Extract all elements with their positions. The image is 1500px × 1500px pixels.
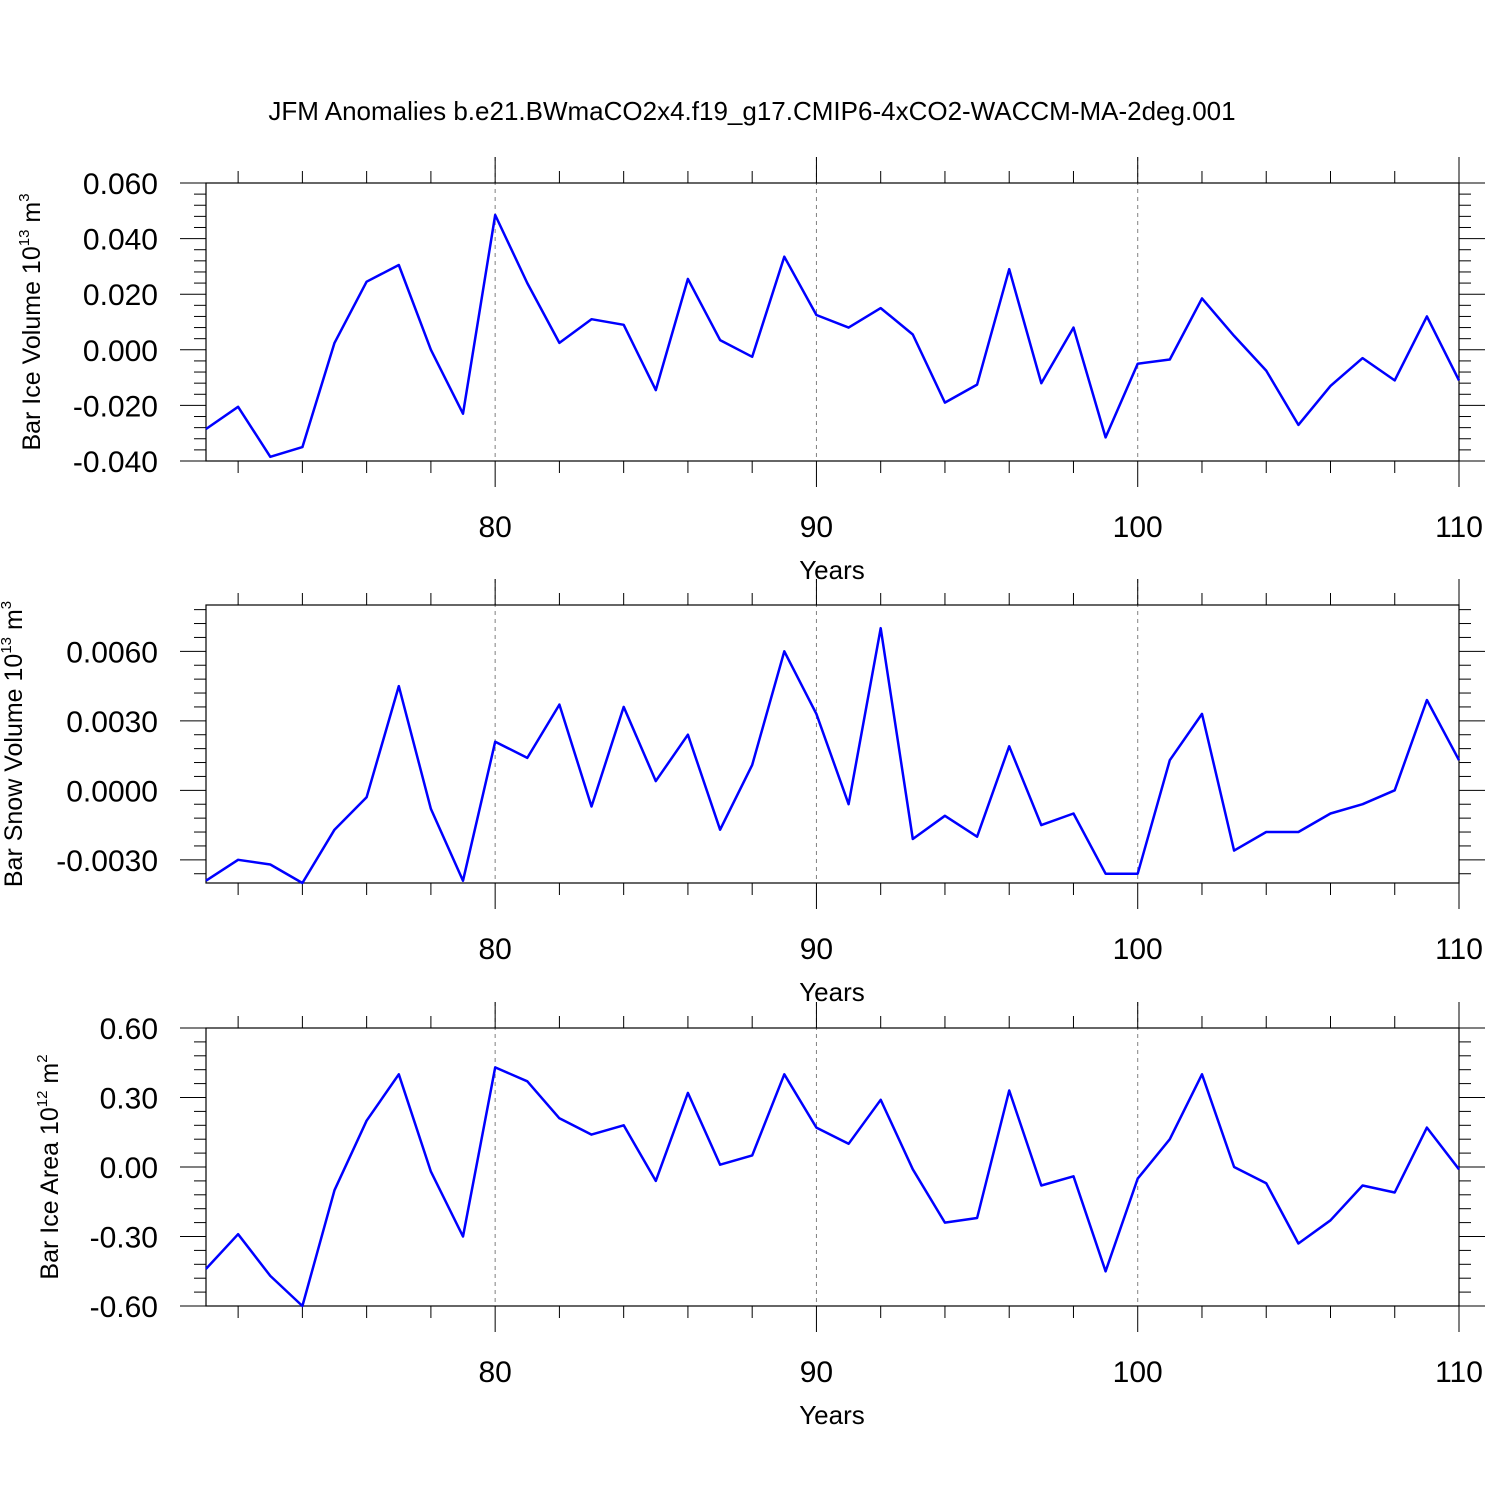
x-tick-label: 80 — [478, 1356, 511, 1389]
y-tick-label: -0.30 — [90, 1222, 158, 1255]
x-tick-label: 90 — [800, 1356, 833, 1389]
series-line — [205, 626, 1461, 885]
y-tick-label: -0.60 — [90, 1291, 158, 1324]
chart-title: JFM Anomalies b.e21.BWmaCO2x4.f19_g17.CM… — [268, 96, 1235, 126]
x-tick-label: 110 — [1435, 1356, 1483, 1389]
x-tick-label: 100 — [1113, 1356, 1163, 1389]
x-axis-label: Years — [799, 555, 865, 585]
panel-2: -0.0030 0.0000 0.0030 0.0060 80 90 100 110 Years… — [0, 579, 1485, 1007]
x-tick-label: 90 — [800, 933, 833, 966]
x-tick-label: 100 — [1113, 511, 1163, 544]
x-tick-label: 80 — [478, 933, 511, 966]
x-axis-label: Years — [799, 977, 865, 1007]
y-axis-label: Bar Snow Volume 1013 m3 — [0, 601, 28, 887]
panel-1: -0.040 -0.020 0.000 0.020 0.040 0.060 80 90 100 1… — [16, 157, 1485, 585]
y-tick-label: 0.0000 — [66, 775, 158, 808]
y-axis-label: Bar Ice Volume 1013 m3 — [16, 193, 46, 450]
y-tick-label: 0.0030 — [66, 706, 158, 739]
y-tick-label: 0.00 — [100, 1152, 158, 1185]
series-line — [205, 213, 1461, 459]
plot-frame — [205, 604, 1460, 884]
x-tick-label: 110 — [1435, 511, 1483, 544]
y-tick-label: 0.0060 — [66, 636, 158, 669]
x-axis-label: Years — [799, 1400, 865, 1430]
y-tick-label: -0.0030 — [56, 845, 158, 878]
x-tick-label: 90 — [800, 511, 833, 544]
y-tick-label: 0.060 — [83, 168, 158, 201]
x-tick-label: 100 — [1113, 933, 1163, 966]
y-axis-label: Bar Ice Area 1012 m2 — [34, 1054, 64, 1279]
y-tick-label: 0.60 — [100, 1013, 158, 1046]
panels: -0.040 -0.020 0.000 0.020 0.040 0.060 80 90 100 1… — [0, 157, 1485, 1430]
series-line — [205, 1066, 1460, 1308]
plot-frame — [205, 182, 1460, 462]
y-tick-label: 0.30 — [100, 1083, 158, 1116]
y-tick-label: 0.020 — [83, 279, 158, 312]
y-tick-label: -0.020 — [73, 390, 158, 423]
y-tick-label: -0.040 — [73, 446, 158, 479]
panel-3: -0.60 -0.30 0.00 0.30 0.60 80 90 100 110 Years Bar… — [34, 1002, 1485, 1430]
y-tick-label: 0.000 — [83, 335, 158, 368]
y-tick-label: 0.040 — [83, 224, 158, 257]
x-tick-label: 110 — [1435, 933, 1483, 966]
plot-frame — [205, 1027, 1460, 1307]
x-tick-label: 80 — [478, 511, 511, 544]
